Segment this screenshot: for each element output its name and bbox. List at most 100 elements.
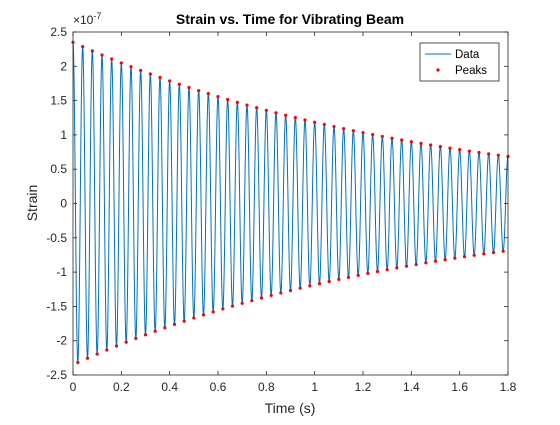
peak-marker-max bbox=[177, 82, 181, 86]
peak-marker-min bbox=[163, 326, 167, 330]
peak-marker-max bbox=[448, 146, 452, 150]
peak-marker-max bbox=[400, 138, 404, 142]
peak-marker-max bbox=[487, 152, 491, 156]
peak-marker-max bbox=[342, 127, 346, 131]
y-tick-label: 2.5 bbox=[50, 25, 67, 39]
peak-marker-min bbox=[105, 348, 109, 352]
peak-marker-max bbox=[284, 113, 288, 117]
peak-marker-max bbox=[467, 149, 471, 153]
peak-marker-min bbox=[192, 316, 196, 320]
peak-marker-max bbox=[313, 120, 317, 124]
peak-marker-min bbox=[85, 356, 90, 360]
legend-peaks-swatch bbox=[436, 68, 440, 72]
peak-marker-min bbox=[404, 264, 409, 268]
peak-marker-min bbox=[76, 360, 80, 365]
peak-marker-max bbox=[110, 57, 114, 61]
y-axis-ticks: -2.5 -2 -1.5 -1 -0.5 0 0.5 1 1.5 2 2.5 bbox=[46, 25, 508, 382]
peak-marker-max bbox=[332, 124, 336, 129]
peak-marker-min bbox=[114, 344, 119, 348]
peak-marker-max bbox=[380, 134, 384, 139]
axis-exponent-power: -7 bbox=[93, 11, 101, 21]
peak-marker-min bbox=[95, 352, 99, 356]
peak-marker-max bbox=[129, 65, 133, 69]
x-tick-label: 0.4 bbox=[161, 380, 178, 394]
axis-exponent-base: ×10 bbox=[73, 13, 94, 27]
peak-marker-min bbox=[443, 258, 447, 262]
peak-marker-max bbox=[158, 75, 162, 80]
peak-marker-min bbox=[221, 307, 225, 311]
peak-marker-min bbox=[327, 279, 331, 284]
peak-marker-min bbox=[211, 310, 215, 314]
peak-marker-min bbox=[424, 261, 428, 265]
peak-marker-min bbox=[308, 284, 312, 288]
peak-marker-min bbox=[366, 271, 370, 275]
peak-marker-min bbox=[433, 259, 438, 263]
x-tick-label: 0 bbox=[70, 380, 77, 394]
legend-data-label: Data bbox=[455, 49, 480, 61]
peak-marker-max bbox=[429, 143, 433, 147]
peak-marker-max bbox=[361, 131, 365, 135]
peak-marker-min bbox=[482, 252, 486, 256]
peak-marker-max bbox=[264, 108, 268, 112]
peak-marker-max bbox=[168, 79, 172, 83]
x-tick-label: 1.4 bbox=[403, 380, 420, 394]
y-tick-label: 2 bbox=[60, 59, 67, 73]
peak-marker-max bbox=[100, 53, 104, 57]
peak-marker-max bbox=[419, 141, 423, 145]
x-tick-label: 1 bbox=[311, 380, 318, 394]
peak-marker-min bbox=[472, 253, 476, 257]
legend-box bbox=[419, 42, 500, 82]
peak-marker-max bbox=[139, 68, 143, 73]
y-tick-label: 0.5 bbox=[50, 162, 67, 176]
peak-marker-max bbox=[409, 140, 413, 144]
peak-marker-max bbox=[496, 153, 500, 157]
x-tick-label: 0.2 bbox=[113, 380, 130, 394]
peak-marker-max bbox=[371, 132, 375, 137]
peak-marker-max bbox=[458, 148, 462, 152]
peak-marker-min bbox=[153, 329, 157, 333]
peak-marker-max bbox=[351, 129, 355, 133]
peak-marker-max bbox=[245, 103, 249, 107]
chart-title: Strain vs. Time for Vibrating Beam bbox=[176, 11, 404, 27]
peak-marker-max bbox=[216, 95, 220, 99]
peak-marker-min bbox=[240, 301, 244, 305]
y-tick-label: 1 bbox=[60, 128, 67, 142]
peak-marker-min bbox=[279, 291, 283, 295]
y-tick-label: -1 bbox=[56, 265, 67, 279]
x-tick-label: 0.8 bbox=[258, 380, 275, 394]
peak-marker-max bbox=[303, 118, 307, 122]
peak-marker-min bbox=[501, 249, 505, 253]
x-tick-label: 0.6 bbox=[210, 380, 227, 394]
peak-marker-max bbox=[235, 100, 239, 104]
peak-marker-min bbox=[453, 256, 457, 260]
y-tick-label: 0 bbox=[60, 197, 67, 211]
peak-marker-min bbox=[356, 273, 360, 277]
peak-marker-min bbox=[317, 282, 322, 286]
peak-marker-max bbox=[274, 111, 278, 115]
peak-marker-layer bbox=[71, 40, 510, 365]
peak-marker-min bbox=[230, 304, 235, 308]
y-tick-label: -2 bbox=[56, 334, 67, 348]
peak-marker-min bbox=[337, 277, 341, 281]
peak-marker-min bbox=[269, 293, 273, 298]
peak-marker-max bbox=[255, 106, 259, 110]
y-tick-label: -0.5 bbox=[46, 231, 67, 245]
peak-marker-min bbox=[124, 340, 128, 344]
peak-marker-min bbox=[298, 286, 302, 290]
x-axis-ticks: 0 0.2 0.4 0.6 0.8 1 1.2 1.4 1.6 1.8 bbox=[70, 32, 517, 394]
peak-marker-max bbox=[119, 61, 123, 65]
peak-marker-max bbox=[322, 122, 326, 127]
peak-marker-max bbox=[226, 97, 230, 102]
y-axis-label: Strain bbox=[24, 185, 40, 222]
peak-marker-max bbox=[187, 85, 191, 90]
peak-marker-max bbox=[477, 150, 481, 155]
x-tick-label: 1.2 bbox=[355, 380, 372, 394]
peak-marker-max bbox=[148, 72, 152, 76]
peak-marker-min bbox=[134, 336, 138, 341]
legend-peaks-label: Peaks bbox=[455, 65, 487, 77]
peak-marker-max bbox=[293, 116, 297, 120]
peak-marker-max bbox=[197, 89, 201, 93]
peak-marker-min bbox=[414, 262, 418, 267]
